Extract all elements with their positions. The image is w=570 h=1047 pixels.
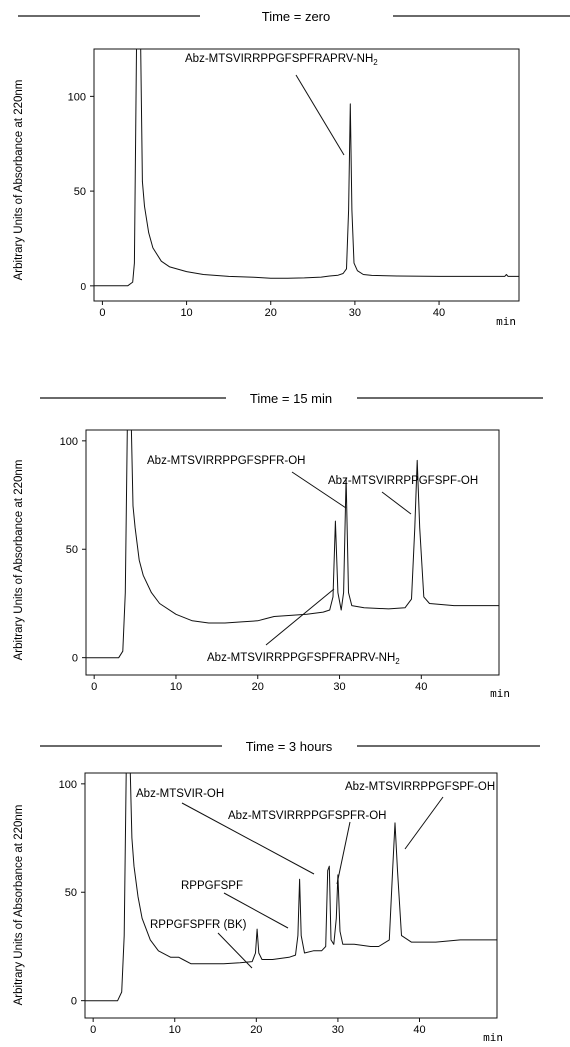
x-tick-label: 10 <box>169 1024 181 1036</box>
peak-label: Abz-MTSVIRRPPGFSPFR-OH <box>147 455 305 467</box>
peak-annotation: Abz-MTSVIRRPPGFSPF-OH <box>328 475 478 515</box>
peak-annotation: Abz-MTSVIRRPPGFSPFR-OH <box>228 810 386 885</box>
peak-annotation: Abz-MTSVIRRPPGFSPFRAPRV-NH2 <box>207 588 400 666</box>
y-tick-label: 50 <box>65 887 77 899</box>
chromatogram-trace <box>86 429 499 659</box>
y-tick-label: 100 <box>60 436 78 448</box>
y-ticks: 0 50 100 <box>59 779 85 1008</box>
x-tick-label: 10 <box>170 681 182 693</box>
y-axis-label: Arbitrary Units of Absorbance at 220nm <box>13 805 25 1006</box>
peak-label: Abz-MTSVIRRPPGFSPFR-OH <box>228 810 386 822</box>
y-axis-label: Arbitrary Units of Absorbance at 220nm <box>13 80 25 281</box>
panel-time-15-min: Time = 15 min Arbitrary Units of Absorba… <box>13 391 543 700</box>
x-tick-label: 30 <box>333 681 345 693</box>
subscript-digit: 2 <box>395 657 400 666</box>
peak-annotation: Abz-MTSVIRRPPGFSPFR-OH <box>147 455 347 509</box>
x-tick-label: 0 <box>91 681 97 693</box>
peak-annotation: RPPGFSPF <box>181 880 289 929</box>
leader-line <box>223 892 289 929</box>
peak-label: RPPGFSPF <box>181 880 243 892</box>
leader-line <box>336 821 351 885</box>
peak-label: RPPGFSPFR (BK) <box>150 919 247 931</box>
x-tick-label: 20 <box>265 307 277 319</box>
leader-line <box>265 588 335 646</box>
chromatogram-trace <box>94 48 519 287</box>
peak-label: Abz-MTSVIRRPPGFSPF-OH <box>328 475 478 487</box>
x-tick-label: 0 <box>90 1024 96 1036</box>
y-tick-label: 100 <box>68 91 86 103</box>
x-tick-label: 20 <box>250 1024 262 1036</box>
plot-frame <box>85 429 500 676</box>
y-axis-label: Arbitrary Units of Absorbance at 220nm <box>13 460 25 661</box>
x-tick-label: 30 <box>332 1024 344 1036</box>
panel-title: Time = zero <box>262 9 331 24</box>
plot-frame <box>93 48 520 302</box>
panel-title: Time = 3 hours <box>246 739 333 754</box>
x-tick-label: 0 <box>99 307 105 319</box>
peak-label: Abz-MTSVIRRPPGFSPFRAPRV-NH2 <box>207 652 400 666</box>
peak-annotation: Abz-MTSVIRRPPGFSPFRAPRV-NH2 <box>185 53 378 156</box>
peak-label: Abz-MTSVIR-OH <box>136 788 224 800</box>
x-axis-unit: min <box>496 315 516 328</box>
peak-annotation: Abz-MTSVIR-OH <box>136 788 315 875</box>
x-tick-label: 20 <box>252 681 264 693</box>
leader-line <box>217 932 253 969</box>
chromatogram-trace <box>85 772 497 1002</box>
leader-line <box>291 471 347 509</box>
y-tick-label: 0 <box>71 996 77 1008</box>
x-axis-unit: min <box>490 687 510 700</box>
x-ticks: 0 10 20 30 40 <box>90 1018 426 1036</box>
y-tick-label: 0 <box>80 282 86 293</box>
plot-frame <box>84 772 498 1019</box>
y-tick-label: 100 <box>59 779 77 791</box>
x-ticks: 0 10 20 30 40 <box>99 301 445 319</box>
x-tick-label: 40 <box>413 1024 425 1036</box>
y-ticks: 0 50 100 <box>60 436 86 665</box>
x-tick-label: 30 <box>349 307 361 319</box>
y-tick-label: 0 <box>72 653 78 665</box>
x-tick-label: 40 <box>415 681 427 693</box>
x-axis-unit: min <box>483 1031 503 1044</box>
x-tick-label: 40 <box>433 307 445 319</box>
panel-time-3-hours: Time = 3 hours Arbitrary Units of Absorb… <box>13 739 540 1044</box>
panel-time-zero: Time = zero Arbitrary Units of Absorbanc… <box>13 9 570 328</box>
subscript-digit: 2 <box>373 58 378 67</box>
peak-label: Abz-MTSVIRRPPGFSPFRAPRV-NH2 <box>185 53 378 67</box>
y-ticks: 0 50 100 <box>68 91 94 293</box>
leader-line <box>381 491 412 515</box>
panel-title: Time = 15 min <box>250 391 332 406</box>
leader-line <box>295 74 345 156</box>
x-tick-label: 10 <box>180 307 192 319</box>
y-tick-label: 50 <box>74 186 86 198</box>
peak-annotation: Abz-MTSVIRRPPGFSPF-OH <box>345 781 495 850</box>
leader-line <box>181 802 315 875</box>
x-ticks: 0 10 20 30 40 <box>91 675 427 693</box>
peak-annotation: RPPGFSPFR (BK) <box>150 919 253 969</box>
leader-line <box>404 796 444 850</box>
y-tick-label: 50 <box>66 544 78 556</box>
peak-label: Abz-MTSVIRRPPGFSPF-OH <box>345 781 495 793</box>
